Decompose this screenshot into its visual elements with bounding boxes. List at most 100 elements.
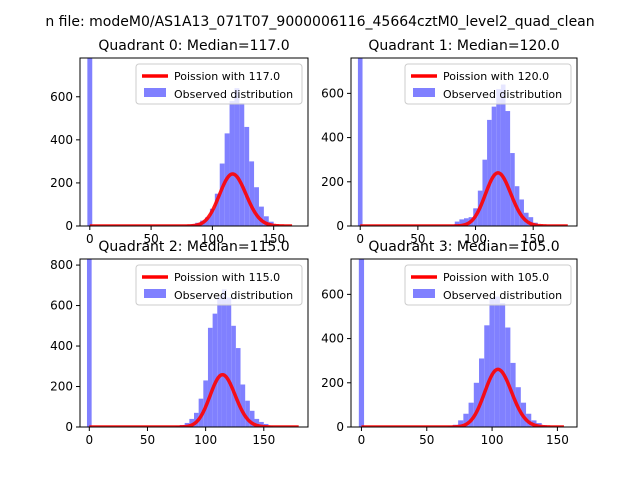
y-tick-label: 400 [321, 131, 344, 145]
x-tick-label: 150 [546, 433, 569, 447]
x-tick-label: 150 [262, 232, 285, 246]
y-tick-label: 400 [321, 332, 344, 346]
histogram-bar [473, 382, 480, 427]
x-tick-label: 50 [419, 433, 434, 447]
legend: Poission with 115.0 Observed distribution [135, 264, 303, 306]
histogram-bar [205, 217, 210, 226]
quadrant-title: Quadrant 2: Median=115.0 [98, 239, 289, 255]
histogram-bar [479, 358, 485, 427]
legend-box [404, 264, 572, 306]
histogram-bar [463, 413, 469, 427]
x-tick-label: 100 [481, 433, 504, 447]
histogram-bar [87, 58, 93, 226]
y-tick-label: 200 [50, 380, 73, 394]
y-tick-label: 600 [321, 287, 344, 301]
histogram-bar [245, 400, 250, 427]
axes-frame [350, 258, 578, 428]
legend-observed-swatch [413, 88, 435, 97]
histogram-bar [229, 101, 235, 226]
histogram-bar [234, 88, 240, 226]
legend-observed-swatch [144, 88, 166, 97]
y-tick-label: 0 [65, 420, 73, 434]
subplot-grid: 0 50 100 150 0 200 400 600 Poission with 117.0 Ob… [50, 38, 578, 447]
histogram-bar [249, 161, 255, 226]
quadrant-1-panel: 0 50 100 150 0 200 400 600 Poission with 120.0 Ob… [321, 38, 578, 246]
histogram-bar [487, 119, 492, 226]
plot-content [357, 58, 569, 226]
histogram-bar [86, 259, 92, 427]
histogram-bar [254, 187, 259, 226]
histogram-bar [496, 88, 501, 226]
legend-observed-label: Observed distribution [174, 88, 293, 101]
legend-box [404, 63, 572, 105]
plot-content [86, 259, 300, 427]
y-tick-label: 200 [321, 175, 344, 189]
legend-observed-label: Observed distribution [443, 289, 562, 302]
legend-box [135, 264, 303, 306]
histogram-bar [494, 296, 500, 427]
x-tick-label: 100 [194, 433, 217, 447]
axes-frame [350, 57, 578, 227]
histogram-bar [254, 418, 260, 427]
plot-content [358, 259, 565, 427]
histogram-bar [510, 153, 515, 226]
histogram-bar [231, 325, 236, 427]
histogram-bar [244, 126, 250, 226]
histogram-bar [464, 218, 469, 226]
legend: Poission with 120.0 Observed distribution [404, 63, 572, 105]
quadrant-3-panel: 0 50 100 150 0 200 400 600 Poission with 105.0 Ob… [321, 239, 578, 447]
x-tick-label: 100 [201, 232, 224, 246]
histogram-bar [468, 402, 474, 427]
x-tick-label: 0 [358, 433, 366, 447]
histogram-bar [221, 289, 227, 427]
x-tick-label: 50 [140, 433, 155, 447]
quadrant-0-panel: 0 50 100 150 0 200 400 600 Poission with 117.0 Ob… [50, 38, 309, 246]
histogram-bar [217, 297, 222, 427]
figure-suptitle: n file: modeM0/AS1A13_071T07_9000006116_… [45, 14, 594, 30]
histogram-bar [458, 420, 464, 427]
x-tick-label: 0 [85, 433, 93, 447]
histogram-bar [505, 327, 511, 427]
legend-poisson-label: Poission with 117.0 [174, 70, 280, 83]
y-tick-label: 600 [50, 299, 73, 313]
histogram-bar [249, 410, 255, 427]
y-tick-label: 400 [50, 133, 73, 147]
legend-observed-label: Observed distribution [174, 289, 293, 302]
legend-poisson-label: Poission with 120.0 [443, 70, 549, 83]
quadrant-2-panel: 0 50 100 150 0 200 400 600 800 Poission with 115.… [50, 239, 309, 447]
legend-observed-swatch [413, 289, 435, 298]
histogram-bar [263, 216, 269, 226]
histogram-bar [212, 313, 218, 427]
histogram-bar [226, 297, 232, 427]
histogram-bar [235, 348, 241, 427]
histogram-bar [209, 208, 215, 226]
histogram-bar [499, 303, 506, 427]
histogram-bar [240, 384, 246, 427]
x-tick-label: 150 [522, 232, 545, 246]
histogram-bar [528, 217, 534, 226]
legend: Poission with 105.0 Observed distribution [404, 264, 572, 306]
histogram-bar [484, 325, 490, 427]
histogram-bar [258, 206, 264, 226]
legend-observed-label: Observed distribution [443, 88, 562, 101]
y-tick-label: 0 [336, 420, 344, 434]
x-tick-label: 0 [356, 232, 364, 246]
quadrant-title: Quadrant 3: Median=105.0 [368, 239, 559, 255]
legend-observed-swatch [144, 289, 166, 298]
histogram-bar [459, 219, 464, 226]
poisson-curve [361, 367, 565, 427]
histogram-bar [259, 421, 264, 427]
y-tick-label: 600 [50, 90, 73, 104]
x-tick-label: 150 [252, 433, 275, 447]
histogram-bar [454, 221, 460, 226]
y-tick-label: 400 [50, 339, 73, 353]
y-tick-label: 800 [50, 258, 73, 272]
legend-box [135, 63, 303, 105]
histogram-bar [239, 103, 245, 226]
x-tick-label: 100 [464, 232, 487, 246]
histogram-bar [357, 58, 363, 226]
histogram-bar [189, 418, 194, 427]
y-tick-label: 0 [336, 219, 344, 233]
y-tick-label: 200 [321, 376, 344, 390]
